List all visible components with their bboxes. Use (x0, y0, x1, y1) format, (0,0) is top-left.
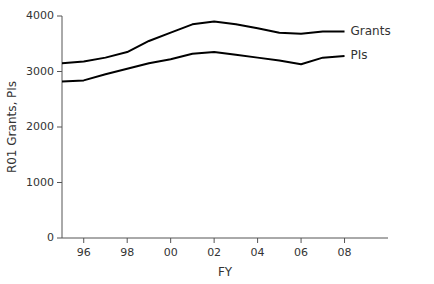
y-tick (57, 16, 62, 17)
series-label: Grants (351, 24, 391, 38)
x-tick (257, 238, 258, 243)
x-tick-label: 08 (338, 246, 352, 259)
x-tick (214, 238, 215, 243)
y-tick-label: 1000 (26, 176, 54, 189)
y-tick-label: 3000 (26, 65, 54, 78)
series-line (62, 52, 345, 81)
x-tick (301, 238, 302, 243)
chart: 96 98 00 02 04 06 08 0 1000 2000 3000 4000 FY R01 Gra… (0, 0, 434, 284)
x-tick (83, 238, 84, 243)
y-tick (57, 127, 62, 128)
x-tick (127, 238, 128, 243)
y-tick (57, 71, 62, 72)
series-label: PIs (351, 48, 368, 62)
x-axis-label: FY (218, 265, 233, 279)
chart-container: 96 98 00 02 04 06 08 0 1000 2000 3000 4000 FY R01 Gra… (0, 0, 434, 284)
series-line (62, 22, 345, 64)
x-tick (170, 238, 171, 243)
x-tick (344, 238, 345, 243)
series-labels: Grants PIs (351, 24, 391, 62)
y-tick (57, 182, 62, 183)
y-tick-label: 2000 (26, 120, 54, 133)
x-axis-line (62, 238, 388, 239)
x-tick-label: 00 (164, 246, 178, 259)
y-tick-label: 4000 (26, 9, 54, 22)
y-tick (57, 238, 62, 239)
y-tick-label: 0 (47, 231, 54, 244)
x-tick-label: 96 (77, 246, 91, 259)
x-tick-label: 98 (120, 246, 134, 259)
y-axis-label: R01 Grants, PIs (5, 81, 19, 173)
x-tick-label: 02 (207, 246, 221, 259)
x-tick-label: 04 (251, 246, 265, 259)
x-tick-label: 06 (294, 246, 308, 259)
plot-area (62, 22, 345, 82)
